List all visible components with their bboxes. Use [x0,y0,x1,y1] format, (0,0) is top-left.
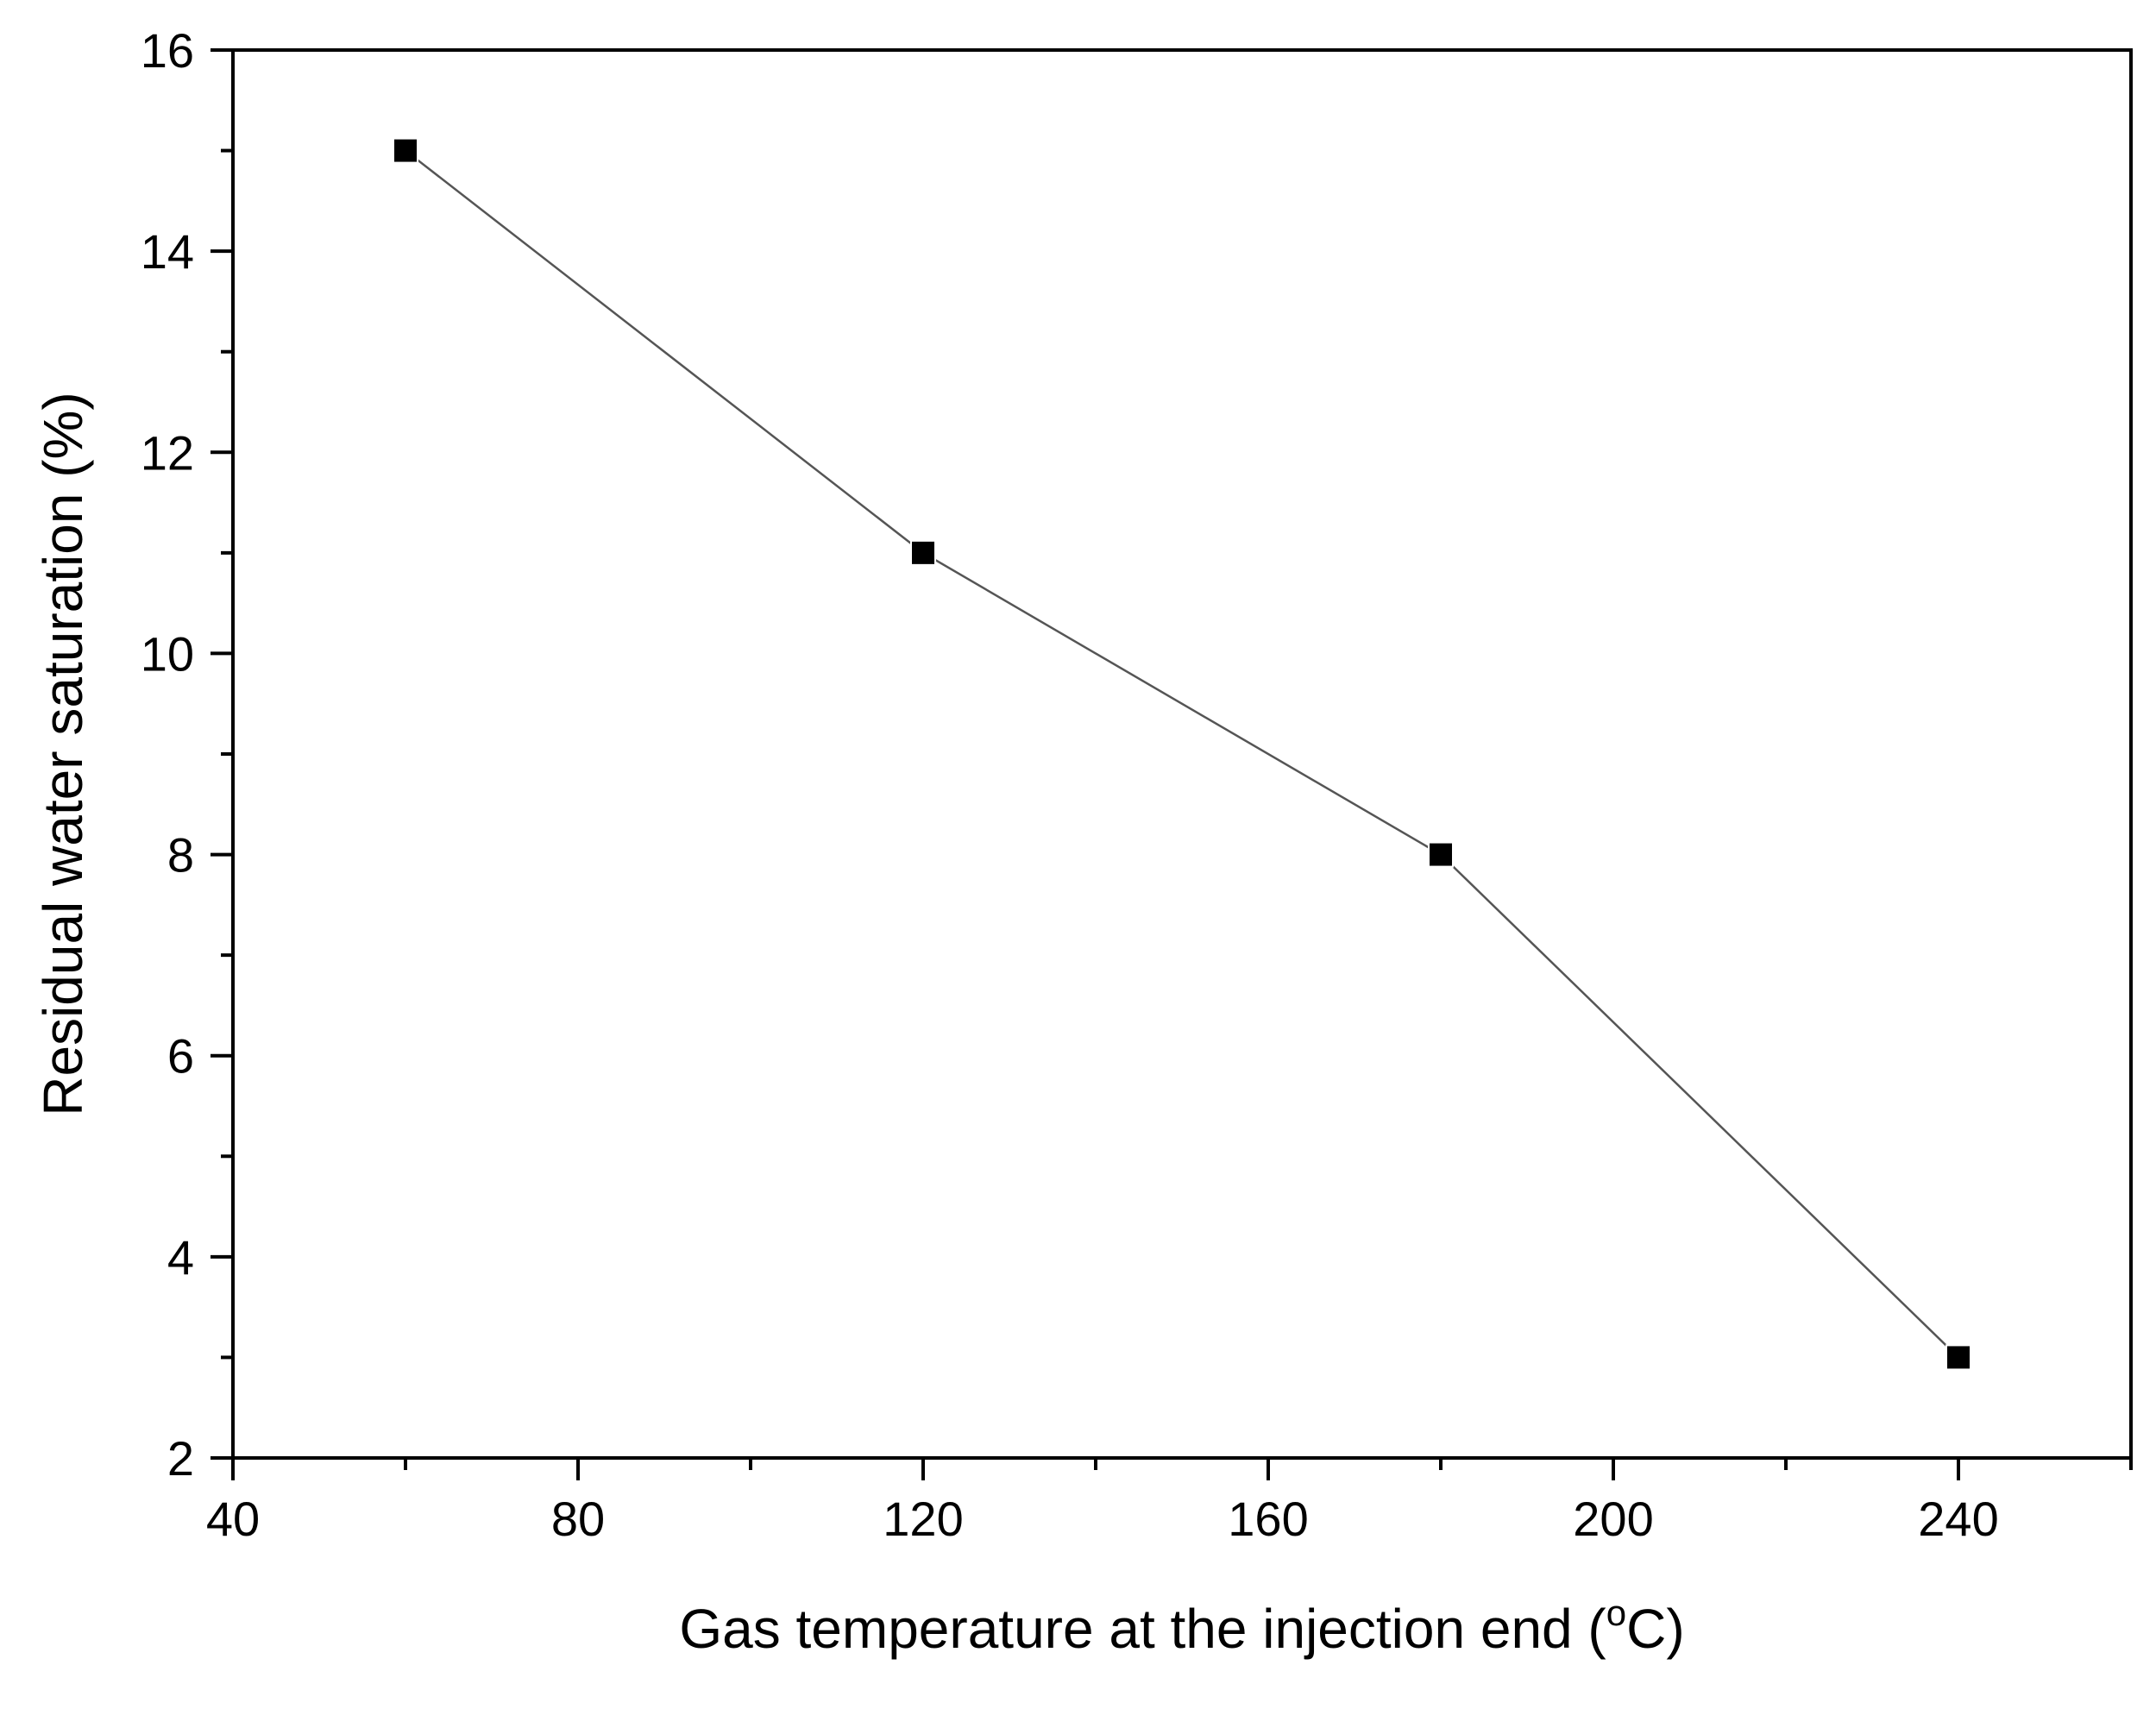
x-axis-ticks: 40 80 120 160 200 240 [206,1458,2133,1546]
x-axis-title: Gas temperature at the injection end (oC… [679,1593,1684,1660]
y-tick-label: 4 [167,1230,194,1285]
y-axis-title: Residual water saturation (%) [32,392,94,1115]
series-line [405,149,1959,1359]
y-tick-label: 10 [141,626,194,681]
x-axis-title-main: Gas temperature at the injection end ( [679,1598,1606,1660]
y-tick-label: 14 [141,224,194,279]
series-layer [393,137,1971,1371]
y-tick-label: 12 [141,425,194,480]
x-axis-title-superscript: o [1606,1593,1626,1633]
x-tick-label: 200 [1573,1492,1653,1546]
x-tick-label: 80 [551,1492,605,1546]
data-point-marker [393,137,418,164]
y-axis-ticks: 2 4 6 8 10 12 14 16 [141,23,233,1486]
x-axis-title-unit: C) [1626,1598,1685,1660]
data-point-marker [1945,1344,1971,1371]
x-tick-label: 40 [206,1492,260,1546]
data-point-marker [910,539,936,566]
x-tick-label: 160 [1228,1492,1308,1546]
y-tick-label: 2 [167,1431,194,1486]
x-tick-label: 240 [1918,1492,1998,1546]
y-tick-label: 16 [141,23,194,78]
y-tick-label: 6 [167,1029,194,1084]
y-tick-label: 8 [167,828,194,883]
data-point-marker [1428,841,1454,868]
plot-frame [231,48,2133,1460]
x-tick-label: 120 [883,1492,963,1546]
